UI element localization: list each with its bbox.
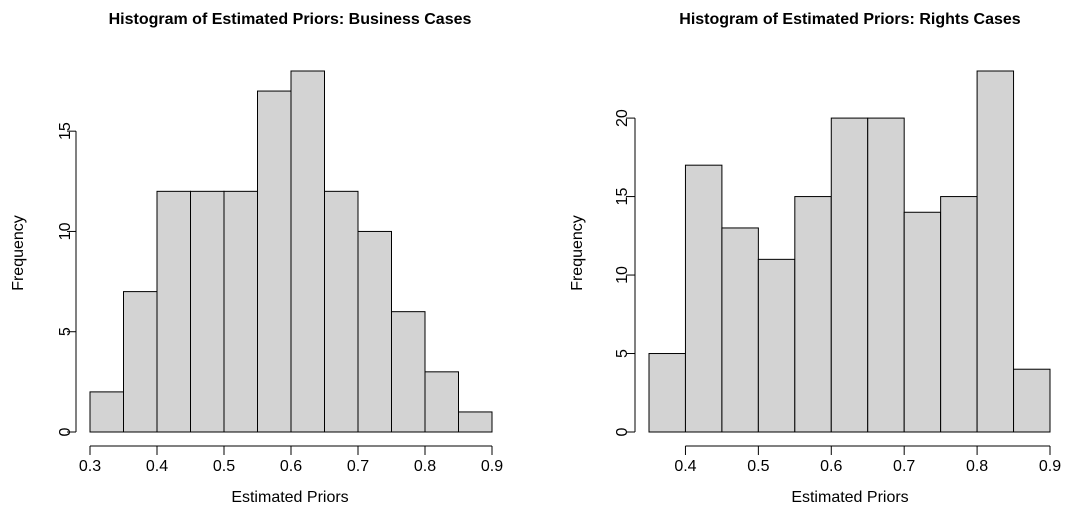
histogram-bar [357,230,392,433]
histogram-bar [648,353,686,433]
x-tick-label: 0.8 [966,458,988,475]
histogram-bar [424,371,459,433]
histogram-bars [648,70,1051,433]
histogram-bar [458,411,493,433]
histogram-bar [290,70,325,433]
y-axis: 0 5 10 15 20 [614,109,636,436]
histogram-bar [1013,368,1051,433]
x-tick-label: 0.7 [893,458,915,475]
histogram-bar [721,227,759,433]
chart-title: Histogram of Estimated Priors: Business … [109,11,472,28]
rights-cases-histogram: Histogram of Estimated Priors: Rights Ca… [569,11,1061,506]
x-tick-label: 0.9 [1039,458,1061,475]
x-tick-label: 0.5 [213,458,235,475]
y-tick-label: 10 [57,222,74,240]
histogram-bar [940,196,978,433]
chart-title: Histogram of Estimated Priors: Rights Ca… [679,11,1021,28]
x-axis-label: Estimated Priors [231,489,348,506]
x-axis-label: Estimated Priors [791,489,908,506]
y-tick-label: 0 [57,427,74,436]
histogram-bar [123,291,158,433]
x-tick-label: 0.6 [280,458,302,475]
histogram-bar [976,70,1015,433]
y-axis: 0 5 10 15 [57,122,77,436]
histogram-bar [830,117,869,433]
histogram-bars [89,70,493,433]
histogram-bar [223,190,258,433]
x-tick-label: 0.4 [674,458,696,475]
histogram-bar [156,190,191,433]
histogram-bar [257,90,292,433]
y-tick-label: 15 [614,188,631,206]
histogram-bar [794,196,832,433]
y-tick-label: 0 [614,427,631,436]
histogram-bar [903,211,942,433]
x-tick-label: 0.5 [747,458,769,475]
histogram-bar [684,164,723,433]
x-tick-label: 0.9 [481,458,503,475]
x-tick-label: 0.6 [820,458,842,475]
y-axis-label: Frequency [10,215,27,291]
histogram-bar [391,311,426,433]
y-tick-label: 5 [614,349,631,358]
histogram-bar [757,258,796,433]
histogram-bar [89,391,124,433]
y-tick-label: 15 [57,122,74,140]
y-tick-label: 10 [614,266,631,284]
histogram-bar [190,190,225,433]
histogram-bar [867,117,905,433]
business-cases-histogram: Histogram of Estimated Priors: Business … [10,11,503,506]
y-tick-label: 5 [57,327,74,336]
y-tick-label: 20 [614,109,631,127]
x-tick-label: 0.3 [79,458,101,475]
x-axis: 0.3 0.4 0.5 0.6 0.7 0.8 0.9 [79,445,503,475]
x-tick-label: 0.8 [414,458,436,475]
x-tick-label: 0.4 [146,458,168,475]
y-axis-label: Frequency [569,215,586,291]
histogram-bar [324,190,359,433]
x-axis: 0.4 0.5 0.6 0.7 0.8 0.9 [674,445,1061,475]
x-tick-label: 0.7 [347,458,369,475]
